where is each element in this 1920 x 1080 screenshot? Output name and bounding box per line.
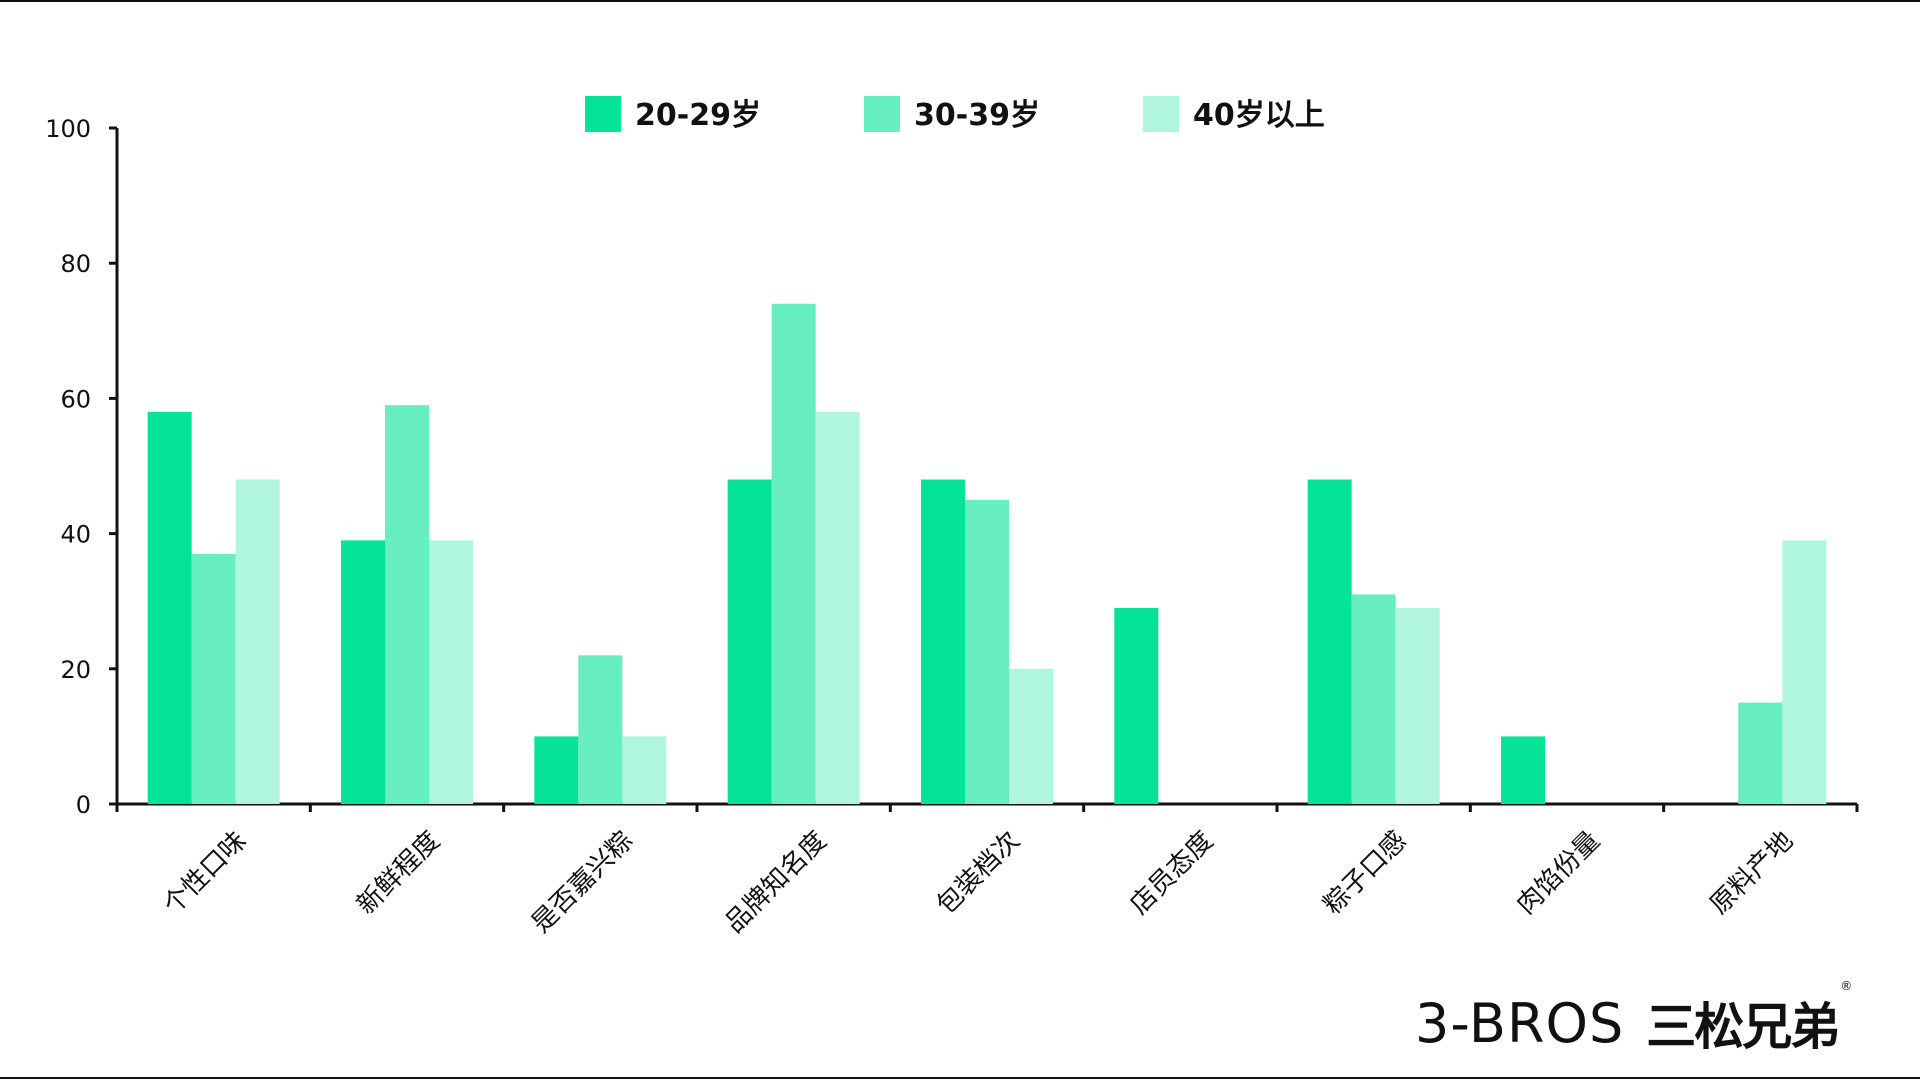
bar — [341, 540, 385, 804]
bar — [771, 303, 816, 804]
bar — [622, 736, 667, 804]
top-border — [0, 0, 1920, 2]
y-tick-label: 40 — [60, 521, 91, 549]
y-tick-label: 0 — [76, 791, 91, 819]
x-tick-label: 肉馅份量 — [1511, 826, 1606, 921]
x-axis: 个性口味 新鲜程度 是否嘉兴粽 品牌知名度 包装档次 店员态度 粽子口感 肉馅份量 原料产地 — [115, 802, 1859, 939]
legend-swatch — [1143, 96, 1179, 132]
x-tick-label: 粽子口感 — [1318, 826, 1413, 921]
legend-swatch — [864, 96, 900, 132]
bar — [1009, 668, 1053, 804]
bar — [1395, 607, 1440, 804]
y-tick-label: 100 — [45, 115, 91, 143]
bottom-border — [0, 1077, 1920, 1079]
legend-label: 20-29岁 — [635, 98, 761, 133]
bar — [727, 479, 772, 804]
x-tick-label: 店员态度 — [1125, 826, 1220, 921]
y-tick-label: 80 — [60, 250, 91, 278]
bar — [534, 736, 579, 804]
x-tick-label: 是否嘉兴粽 — [526, 826, 639, 939]
bars — [147, 303, 1827, 804]
bar — [921, 479, 965, 804]
brand-logo: 3-BROS 三松兄弟 ® — [1415, 979, 1852, 1056]
x-tick-label: 包装档次 — [931, 826, 1026, 921]
brand-chinese-text: 三松兄弟 — [1646, 998, 1840, 1056]
x-tick-label: 品牌知名度 — [719, 826, 832, 939]
y-tick-label: 20 — [60, 656, 91, 684]
bar — [815, 411, 860, 804]
bar — [1114, 607, 1159, 804]
brand-english: 3-BROS — [1415, 991, 1625, 1055]
bar — [1351, 594, 1396, 804]
x-tick-label: 个性口味 — [158, 826, 253, 921]
bar — [147, 411, 192, 804]
bar — [965, 499, 1009, 804]
y-axis: 0 20 40 60 80 100 — [45, 115, 119, 819]
legend-label: 40岁以上 — [1193, 98, 1325, 133]
legend-label: 30-39岁 — [914, 98, 1040, 133]
bar — [429, 540, 473, 804]
registered-mark: ® — [1840, 979, 1852, 993]
x-tick-label: 原料产地 — [1705, 826, 1800, 921]
bar — [1738, 702, 1783, 804]
bar — [1501, 736, 1545, 804]
legend: 20-29岁 30-39岁 40岁以上 — [585, 96, 1325, 133]
x-tick-label: 新鲜程度 — [351, 826, 446, 921]
bar — [1782, 540, 1827, 804]
legend-swatch — [585, 96, 621, 132]
bar — [1307, 479, 1352, 804]
bar — [578, 655, 623, 804]
brand-chinese: 三松兄弟 ® — [1646, 979, 1852, 1059]
bar — [385, 405, 429, 804]
bar — [235, 479, 280, 804]
y-tick-label: 60 — [60, 385, 91, 413]
bar — [191, 553, 236, 804]
